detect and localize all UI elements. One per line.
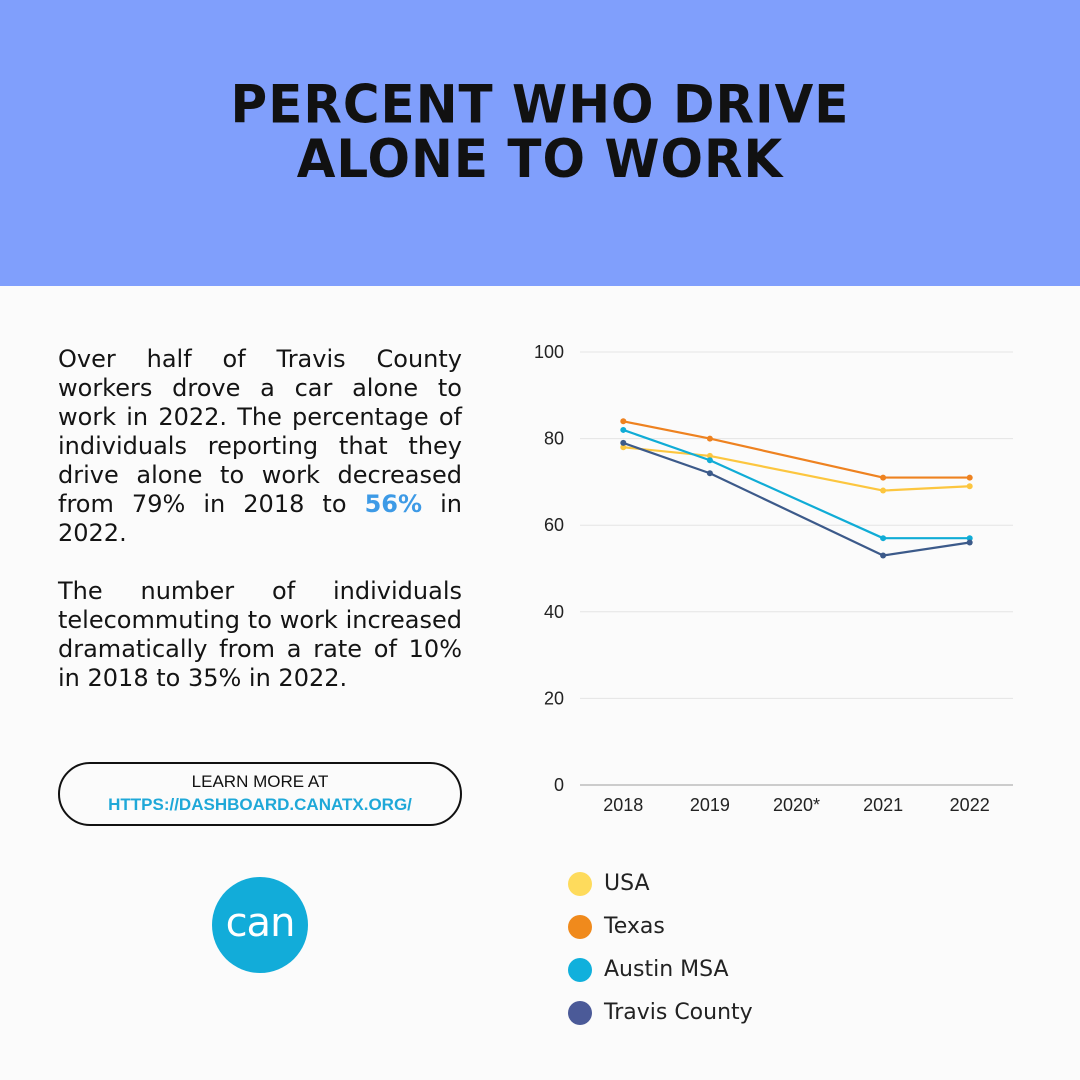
paragraph-1-end: in 2022. (58, 490, 462, 547)
y-tick-label: 80 (544, 429, 564, 449)
title-line-1: PERCENT WHO DRIVE (230, 74, 850, 136)
data-point (706, 457, 713, 464)
x-tick-label: 2020* (773, 795, 820, 815)
data-point (966, 539, 973, 546)
legend-item: Texas (568, 905, 753, 948)
header-banner: PERCENT WHO DRIVE ALONE TO WORK (0, 0, 1080, 286)
x-tick-label: 2022 (950, 795, 990, 815)
legend-label: Travis County (604, 1000, 753, 1025)
legend-swatch (568, 871, 592, 896)
series-line (622, 441, 970, 557)
y-tick-label: 20 (544, 688, 564, 708)
data-point (880, 474, 887, 481)
data-point (706, 470, 713, 477)
highlight-percent: 56% (364, 490, 423, 518)
legend-item: Austin MSA (568, 948, 753, 991)
data-point (880, 552, 887, 559)
legend-item: Travis County (568, 991, 753, 1034)
data-point (706, 452, 713, 459)
data-point (706, 435, 713, 442)
paragraph-drive-alone: Over half of Travis County workers drove… (58, 345, 462, 548)
x-tick-label: 2019 (690, 795, 730, 815)
page-title: PERCENT WHO DRIVE ALONE TO WORK (220, 77, 860, 186)
title-line-2: ALONE TO WORK (296, 128, 784, 190)
dashboard-link[interactable]: HTTPS://DASHBOARD.CANATX.ORG/ (108, 795, 412, 814)
paragraph-telecommuting: The number of individuals telecommuting … (58, 577, 462, 692)
series-line (623, 420, 970, 479)
series-line (622, 428, 970, 540)
legend-swatch (568, 914, 592, 939)
y-tick-label: 40 (544, 602, 564, 622)
data-point (620, 439, 627, 446)
x-tick-label: 2021 (863, 795, 903, 815)
legend-swatch (568, 957, 592, 982)
learn-more-button[interactable]: LEARN MORE AT HTTPS://DASHBOARD.CANATX.O… (58, 762, 462, 826)
chart-gridlines (580, 351, 1013, 786)
description-text: Over half of Travis County workers drove… (58, 345, 462, 722)
legend-swatch (568, 1000, 592, 1025)
chart-series (620, 418, 973, 559)
data-point (880, 487, 887, 494)
legend-label: USA (604, 871, 650, 896)
x-tick-label: 2018 (603, 795, 643, 815)
y-tick-label: 0 (554, 775, 564, 795)
legend-label: Texas (604, 914, 665, 939)
x-axis-ticks: 2018 2019 2020* 2021 2022 (603, 795, 989, 815)
data-point (966, 483, 973, 490)
logo-text: can (225, 900, 296, 946)
data-point (966, 474, 973, 481)
series-line (623, 446, 970, 492)
data-point (966, 535, 973, 542)
learn-more-label: LEARN MORE AT (191, 772, 329, 791)
y-tick-label: 100 (534, 342, 564, 362)
data-point (620, 444, 627, 451)
data-point (620, 426, 627, 433)
y-tick-label: 60 (544, 515, 564, 535)
paragraph-1-start: Over half of Travis County workers drove… (58, 345, 462, 518)
chart-legend: USA Texas Austin MSA Travis County (568, 862, 753, 1034)
data-point (880, 535, 887, 542)
legend-label: Austin MSA (604, 957, 729, 982)
legend-item: USA (568, 862, 753, 905)
data-point (620, 418, 627, 425)
can-logo: can (212, 877, 308, 973)
y-axis-ticks: 0 20 40 60 80 100 (534, 342, 564, 795)
line-chart: 0 20 40 60 80 100 2018 2019 2020* 2021 2022 (534, 342, 1013, 815)
